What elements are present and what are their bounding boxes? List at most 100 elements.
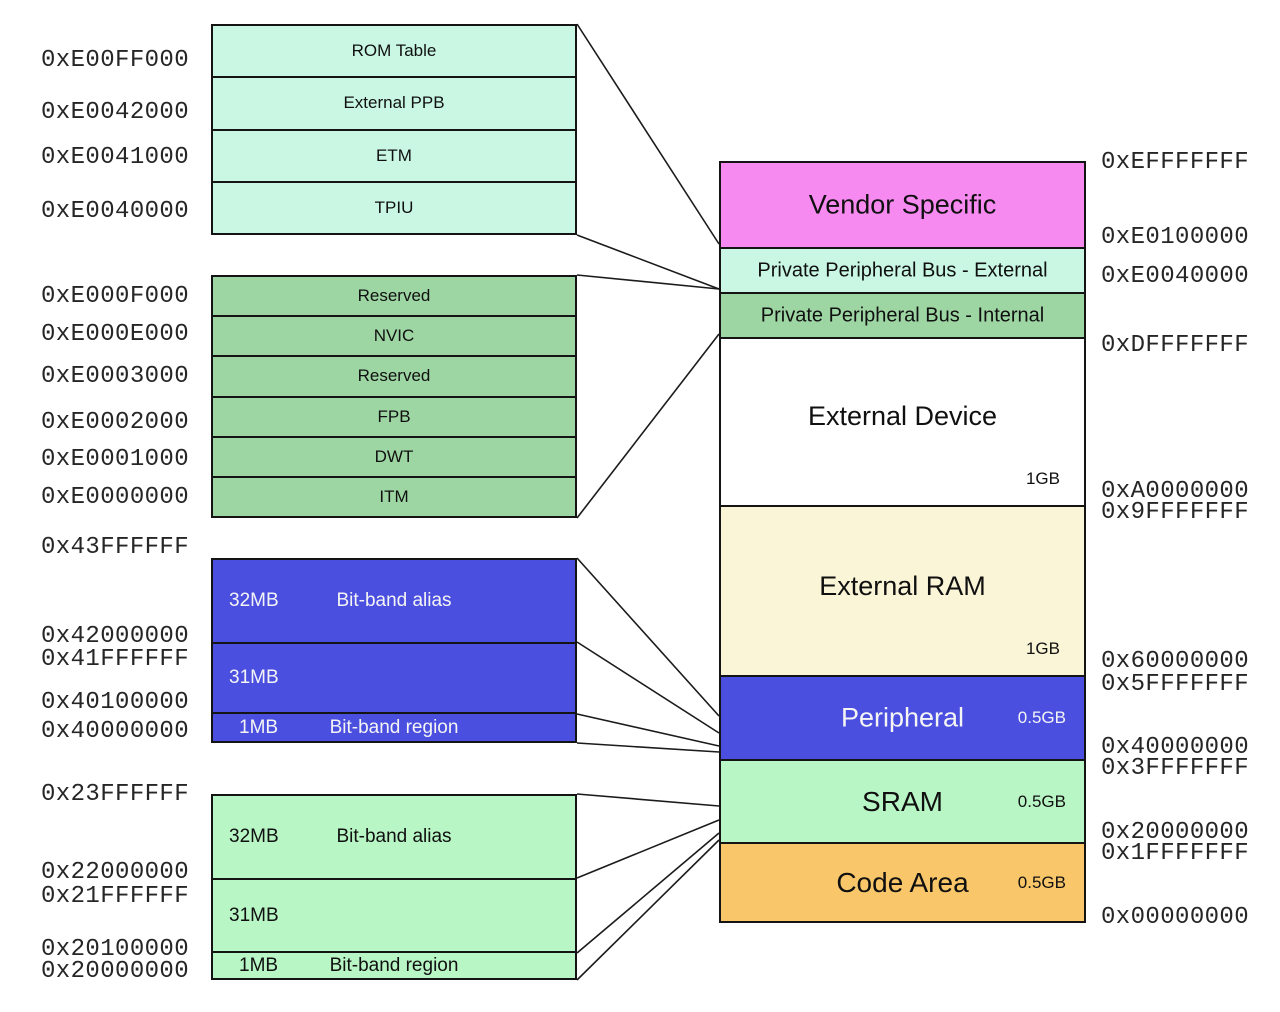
address-label: 0x22000000 bbox=[41, 859, 190, 886]
address-label: 0x42000000 bbox=[41, 623, 190, 650]
size-label: 31MB bbox=[229, 904, 279, 926]
address-label: 0xE0040000 bbox=[1101, 263, 1250, 290]
connector-line bbox=[576, 234, 720, 290]
ppb-external-detail-block: ROM Table External PPB ETM TPIU bbox=[211, 24, 577, 235]
detail-row-reserved: Reserved bbox=[213, 355, 575, 395]
detail-row-reserved: Reserved bbox=[213, 277, 575, 315]
region-size-label: 1GB bbox=[1025, 639, 1060, 658]
address-label: 0xE0040000 bbox=[41, 198, 190, 225]
detail-row-rom-table: ROM Table bbox=[213, 26, 575, 76]
connector-line bbox=[576, 23, 720, 245]
connector-line bbox=[576, 839, 720, 981]
detail-row-external-ppb: External PPB bbox=[213, 76, 575, 128]
detail-row-tpiu: TPIU bbox=[213, 180, 575, 233]
row-label: DWT bbox=[374, 446, 414, 466]
detail-row-nvic: NVIC bbox=[213, 315, 575, 355]
address-label: 0x23FFFFFF bbox=[41, 781, 190, 808]
bitband-region-row: 1MB Bit-band region bbox=[213, 951, 575, 978]
peripheral-bitband-detail-block: 32MB Bit-band alias 31MB 1MB Bit-band re… bbox=[211, 558, 577, 743]
address-label: 0x5FFFFFFF bbox=[1101, 671, 1250, 698]
address-label: 0x40000000 bbox=[41, 718, 190, 745]
address-label: 0xE0100000 bbox=[1101, 224, 1250, 251]
address-label: 0x1FFFFFFF bbox=[1101, 840, 1250, 867]
detail-row-itm: ITM bbox=[213, 475, 575, 516]
connector-line bbox=[576, 641, 720, 734]
bitband-middle-row: 31MB bbox=[213, 642, 575, 712]
connector-line bbox=[576, 832, 720, 954]
connector-line bbox=[576, 557, 720, 717]
address-label: 0xA0000000 bbox=[1101, 478, 1250, 505]
memory-map-column: Vendor Specific Private Peripheral Bus -… bbox=[719, 161, 1086, 923]
region-external-ram: External RAM 1GB bbox=[721, 505, 1084, 675]
address-label: 0x3FFFFFFF bbox=[1101, 755, 1250, 782]
row-label: ETM bbox=[376, 145, 412, 165]
address-label: 0x20000000 bbox=[1101, 819, 1250, 846]
region-label: External RAM bbox=[819, 571, 986, 601]
row-label: TPIU bbox=[374, 197, 414, 217]
region-external-device: External Device 1GB bbox=[721, 337, 1084, 505]
bitband-alias-row: 32MB Bit-band alias bbox=[213, 560, 575, 642]
address-label: 0xE000E000 bbox=[41, 321, 190, 348]
address-label: 0x20100000 bbox=[41, 936, 190, 963]
row-label: Bit-band alias bbox=[336, 826, 452, 847]
size-label: 1MB bbox=[239, 954, 279, 976]
address-label: 0x9FFFFFFF bbox=[1101, 499, 1250, 526]
connector-line bbox=[576, 819, 720, 879]
address-label: 0xE0042000 bbox=[41, 99, 190, 126]
sram-bitband-detail-block: 32MB Bit-band alias 31MB 1MB Bit-band re… bbox=[211, 794, 577, 980]
row-label: Bit-band alias bbox=[336, 590, 452, 611]
row-label: FPB bbox=[377, 406, 411, 426]
address-label: 0xE000F000 bbox=[41, 283, 190, 310]
region-label: External Device bbox=[807, 401, 998, 431]
row-label: Reserved bbox=[357, 286, 431, 306]
row-label: ROM Table bbox=[351, 41, 437, 61]
ppb-internal-detail-block: Reserved NVIC Reserved FPB DWT ITM bbox=[211, 275, 577, 518]
address-label: 0xE00FF000 bbox=[41, 47, 190, 74]
detail-row-dwt: DWT bbox=[213, 435, 575, 476]
row-label: Bit-band region bbox=[329, 716, 459, 738]
row-label: Reserved bbox=[357, 366, 431, 386]
address-label: 0x00000000 bbox=[1101, 904, 1250, 931]
connector-line bbox=[576, 713, 720, 747]
row-label: NVIC bbox=[373, 326, 415, 346]
address-label: 0x40000000 bbox=[1101, 734, 1250, 761]
region-label: Vendor Specific bbox=[808, 189, 997, 220]
address-label: 0x20000000 bbox=[41, 958, 190, 985]
address-label: 0xDFFFFFFF bbox=[1101, 332, 1250, 359]
size-label: 1MB bbox=[239, 716, 279, 738]
address-label: 0xE0000000 bbox=[41, 484, 190, 511]
region-vendor-specific: Vendor Specific bbox=[721, 163, 1084, 247]
region-size-label: 0.5GB bbox=[1017, 872, 1066, 892]
connector-line bbox=[576, 742, 720, 753]
address-label: 0x60000000 bbox=[1101, 648, 1250, 675]
row-label: External PPB bbox=[343, 93, 445, 113]
size-label: 31MB bbox=[229, 667, 279, 688]
region-label: SRAM bbox=[862, 785, 943, 817]
region-size-label: 0.5GB bbox=[1017, 791, 1066, 811]
address-label: 0xE0002000 bbox=[41, 409, 190, 436]
detail-row-fpb: FPB bbox=[213, 395, 575, 436]
region-label: Code Area bbox=[836, 866, 969, 898]
address-label: 0xE0001000 bbox=[41, 446, 190, 473]
region-label: Peripheral bbox=[840, 702, 965, 733]
size-label: 32MB bbox=[229, 590, 279, 611]
bitband-region-row: 1MB Bit-band region bbox=[213, 712, 575, 741]
connector-line bbox=[576, 333, 720, 519]
region-label: Private Peripheral Bus - Internal bbox=[760, 304, 1045, 326]
region-label: Private Peripheral Bus - External bbox=[757, 259, 1048, 281]
region-ppb-external: Private Peripheral Bus - External bbox=[721, 247, 1084, 292]
detail-row-etm: ETM bbox=[213, 128, 575, 181]
bitband-alias-row: 32MB Bit-band alias bbox=[213, 796, 575, 878]
address-label: 0x43FFFFFF bbox=[41, 534, 190, 561]
address-label: 0x40100000 bbox=[41, 689, 190, 716]
bitband-middle-row: 31MB bbox=[213, 878, 575, 951]
size-label: 32MB bbox=[229, 826, 279, 847]
region-size-label: 1GB bbox=[1025, 469, 1060, 488]
address-label: 0xEFFFFFFF bbox=[1101, 149, 1250, 176]
connector-line bbox=[576, 793, 720, 807]
row-label: ITM bbox=[379, 486, 409, 506]
address-label: 0xE0003000 bbox=[41, 363, 190, 390]
address-label: 0x41FFFFFF bbox=[41, 646, 190, 673]
region-sram: SRAM 0.5GB bbox=[721, 759, 1084, 842]
